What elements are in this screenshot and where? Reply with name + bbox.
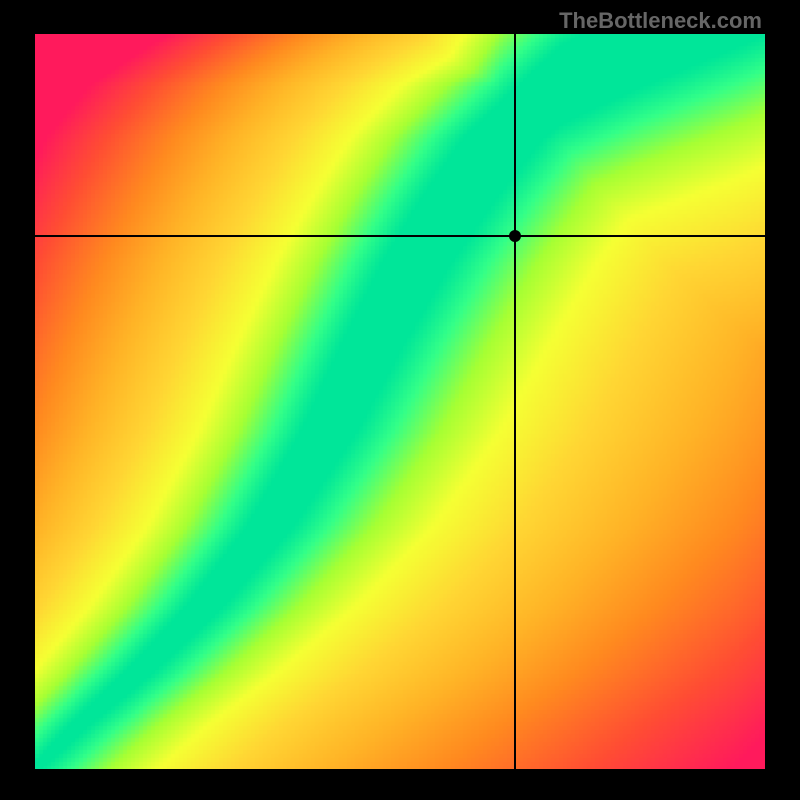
crosshair-horizontal	[35, 235, 765, 237]
crosshair-marker	[509, 230, 521, 242]
watermark-text: TheBottleneck.com	[559, 8, 762, 34]
heatmap-canvas	[35, 34, 765, 769]
crosshair-vertical	[514, 34, 516, 769]
bottleneck-heatmap	[35, 34, 765, 769]
